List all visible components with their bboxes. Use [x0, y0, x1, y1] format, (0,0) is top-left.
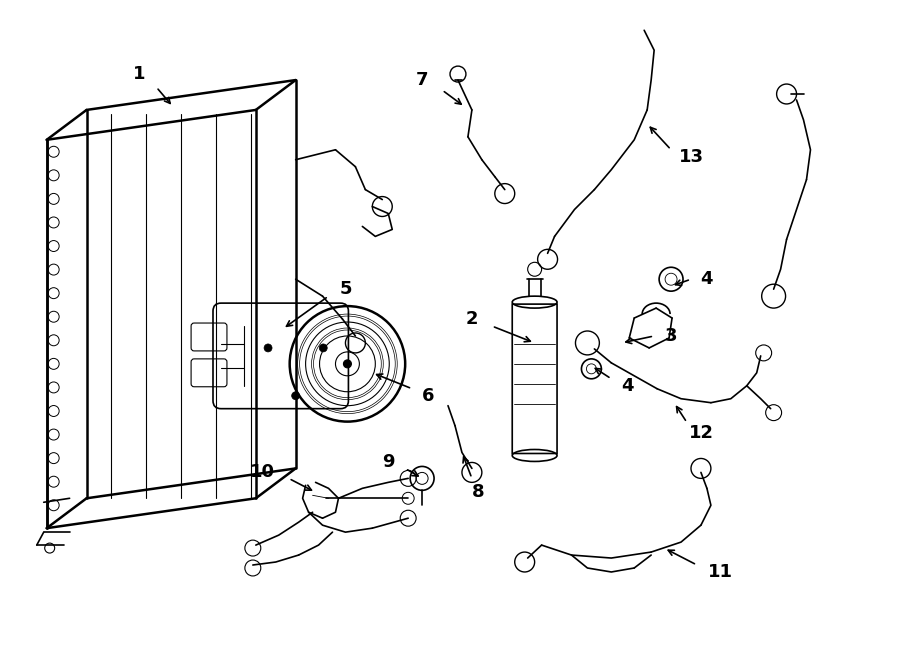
Text: 2: 2: [465, 310, 478, 328]
Circle shape: [264, 344, 272, 352]
Text: 4: 4: [621, 377, 634, 395]
Text: 1: 1: [133, 65, 146, 83]
Text: 7: 7: [416, 71, 428, 89]
Text: 9: 9: [382, 453, 394, 471]
Circle shape: [320, 344, 328, 352]
Text: 10: 10: [250, 463, 275, 481]
Text: 3: 3: [665, 327, 678, 345]
Circle shape: [292, 392, 300, 400]
Text: 4: 4: [701, 270, 713, 288]
Text: 5: 5: [339, 280, 352, 298]
Text: 13: 13: [679, 147, 704, 166]
Text: 12: 12: [688, 424, 714, 442]
Text: 8: 8: [472, 483, 484, 501]
Text: 11: 11: [708, 563, 734, 581]
Text: 6: 6: [422, 387, 435, 405]
Circle shape: [344, 360, 351, 368]
